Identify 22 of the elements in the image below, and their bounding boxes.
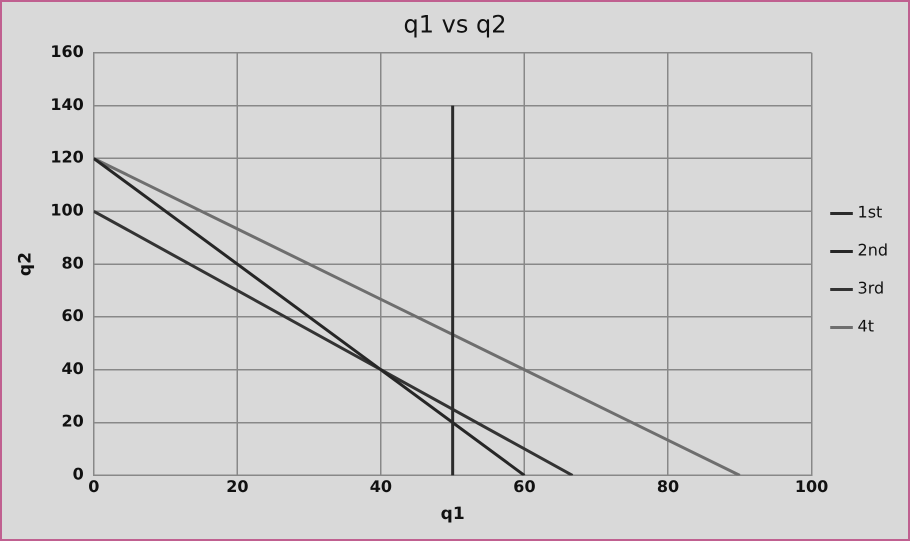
y-tick-label: 100 [50, 200, 84, 220]
y-tick-label: 0 [72, 464, 84, 484]
y-tick-label: 160 [50, 42, 84, 61]
y-tick-label: 120 [50, 148, 84, 167]
chart-title: q1 vs q2 [404, 10, 506, 39]
x-tick-label: 20 [226, 477, 248, 496]
x-tick-label: 100 [794, 477, 828, 496]
legend-label: 3rd [858, 278, 884, 298]
y-tick-label: 60 [62, 306, 84, 326]
x-tick-label: 60 [513, 477, 536, 496]
legend-label: 2nd [858, 240, 888, 260]
x-tick-label: 0 [88, 477, 100, 496]
x-tick-label: 40 [370, 477, 392, 496]
y-axis-title: q2 [16, 252, 36, 276]
legend-label: 1st [858, 202, 882, 222]
x-axis-title: q1 [440, 504, 465, 524]
y-tick-label: 80 [62, 253, 84, 272]
y-tick-label: 20 [62, 412, 84, 431]
x-tick-label: 80 [656, 477, 680, 496]
y-tick-label: 40 [62, 358, 84, 378]
legend-label: 4t [858, 316, 874, 336]
y-tick-label: 140 [50, 94, 84, 114]
